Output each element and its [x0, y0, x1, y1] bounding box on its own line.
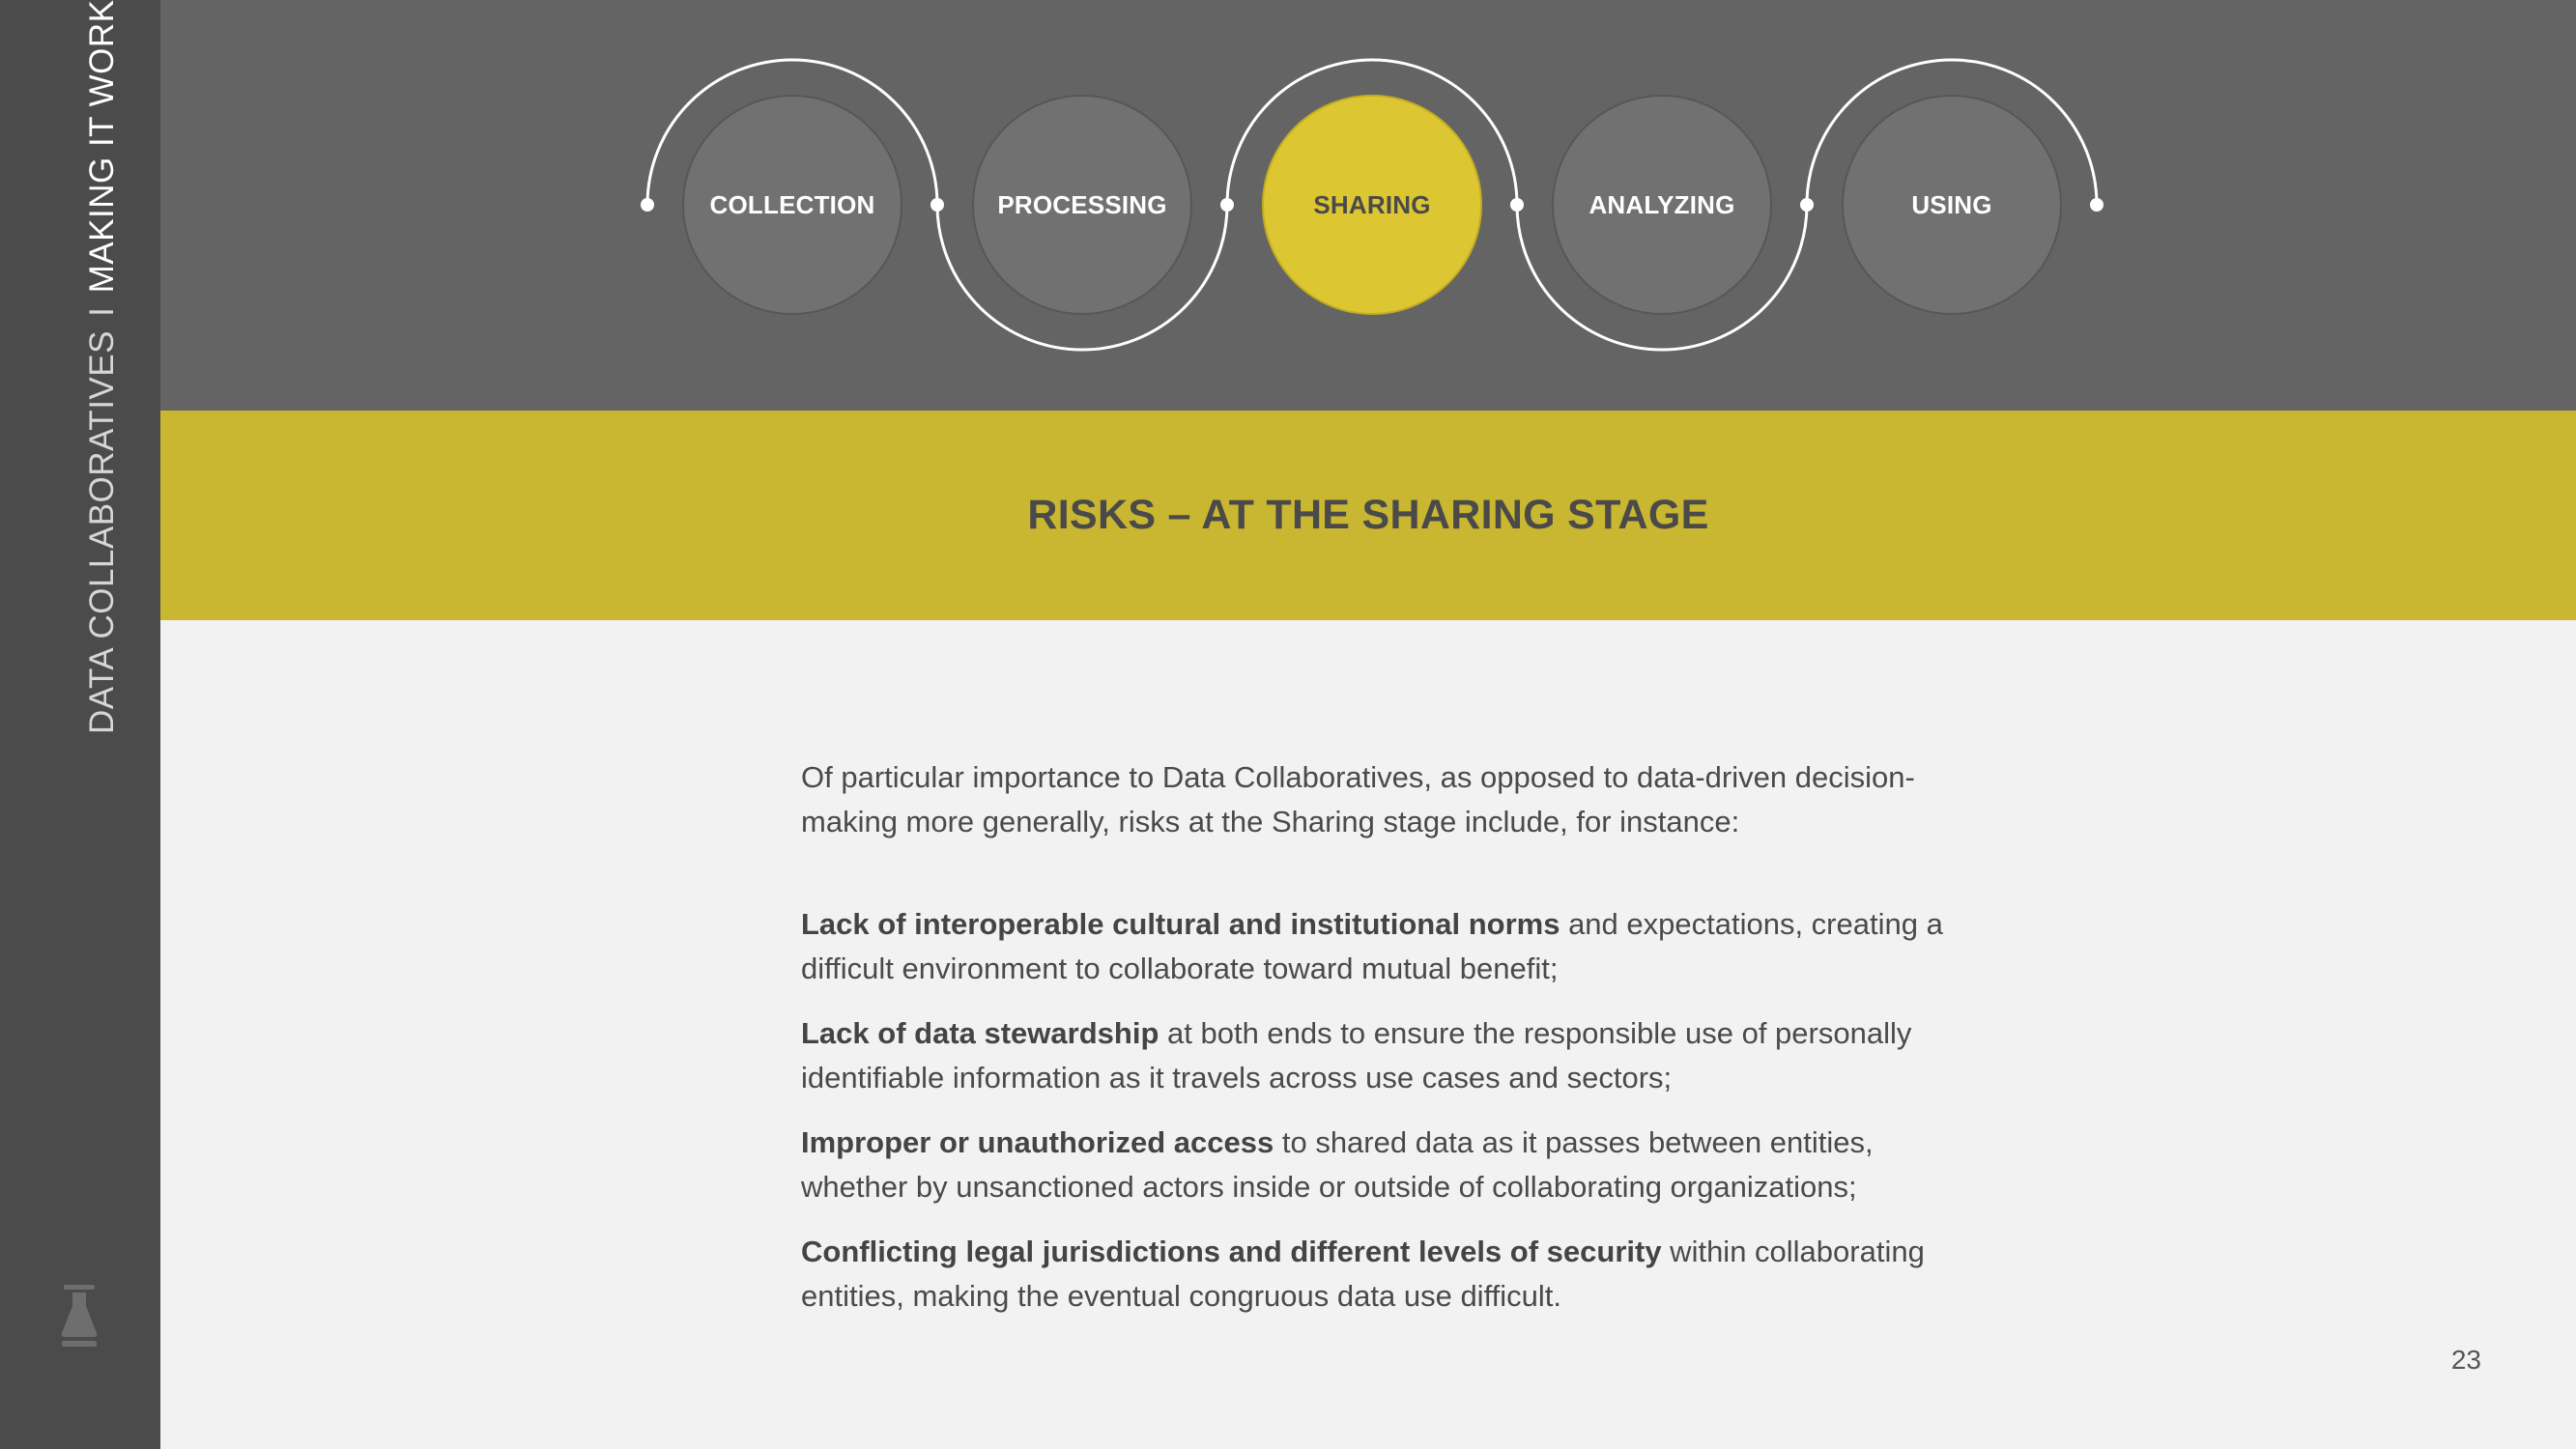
risk-item-text: within collaborating entities, making th… — [801, 1235, 1925, 1313]
stage-connector-arcs — [641, 58, 2104, 352]
stage-analyzing: ANALYZING — [1552, 95, 1772, 315]
stage-using: USING — [1842, 95, 2062, 315]
risk-item: Lack of interoperable cultural and insti… — [801, 902, 1980, 991]
page-number: 23 — [2450, 1345, 2481, 1375]
sidebar-title: DATA COLLABORATIVES I MAKING IT WORK — [83, 0, 122, 734]
stage-node-dot — [930, 198, 944, 212]
sidebar-title-bold: MAKING IT WORK — [83, 0, 121, 294]
stage-node-dot — [1510, 198, 1524, 212]
stage-node-dot — [1220, 198, 1234, 212]
stage-label: PROCESSING — [997, 189, 1167, 219]
body-content: Of particular importance to Data Collabo… — [801, 755, 1980, 1339]
risk-item-text: at both ends to ensure the responsible u… — [801, 1016, 1912, 1094]
stage-label: ANALYZING — [1589, 189, 1735, 219]
stage-band: COLLECTION PROCESSING SHARING ANALYZING … — [160, 0, 2576, 411]
risk-item: Conflicting legal jurisdictions and diff… — [801, 1230, 1980, 1319]
risk-item: Improper or unauthorized access to share… — [801, 1121, 1980, 1209]
risk-item-heading: Improper or unauthorized access — [801, 1125, 1274, 1159]
sidebar: DATA COLLABORATIVES I MAKING IT WORK — [0, 0, 160, 1449]
section-banner: RISKS – AT THE SHARING STAGE — [160, 411, 2576, 620]
stage-node-dot — [1800, 198, 1814, 212]
stage-collection: COLLECTION — [682, 95, 902, 315]
page-title: RISKS – AT THE SHARING STAGE — [1027, 492, 1709, 538]
risk-item-heading: Conflicting legal jurisdictions and diff… — [801, 1235, 1662, 1268]
flask-icon — [61, 1285, 98, 1347]
stage-sharing: SHARING — [1262, 95, 1482, 315]
stage-node-dot — [641, 198, 654, 212]
stage-processing: PROCESSING — [972, 95, 1192, 315]
sidebar-title-separator: I — [83, 306, 121, 317]
risk-item-heading: Lack of data stewardship — [801, 1016, 1159, 1050]
stage-label: SHARING — [1313, 189, 1431, 219]
stage-label: USING — [1911, 189, 1992, 219]
stage-label: COLLECTION — [709, 189, 875, 219]
risk-item-text: and expectations, creating a difficult e… — [801, 907, 1943, 985]
risk-item: Lack of data stewardship at both ends to… — [801, 1011, 1980, 1100]
stage-node-dot — [2090, 198, 2104, 212]
risk-item-heading: Lack of interoperable cultural and insti… — [801, 907, 1560, 941]
risk-item-text: to shared data as it passes between enti… — [801, 1125, 1874, 1204]
sidebar-title-light: DATA COLLABORATIVES — [83, 330, 121, 734]
intro-paragraph: Of particular importance to Data Collabo… — [801, 760, 1915, 838]
